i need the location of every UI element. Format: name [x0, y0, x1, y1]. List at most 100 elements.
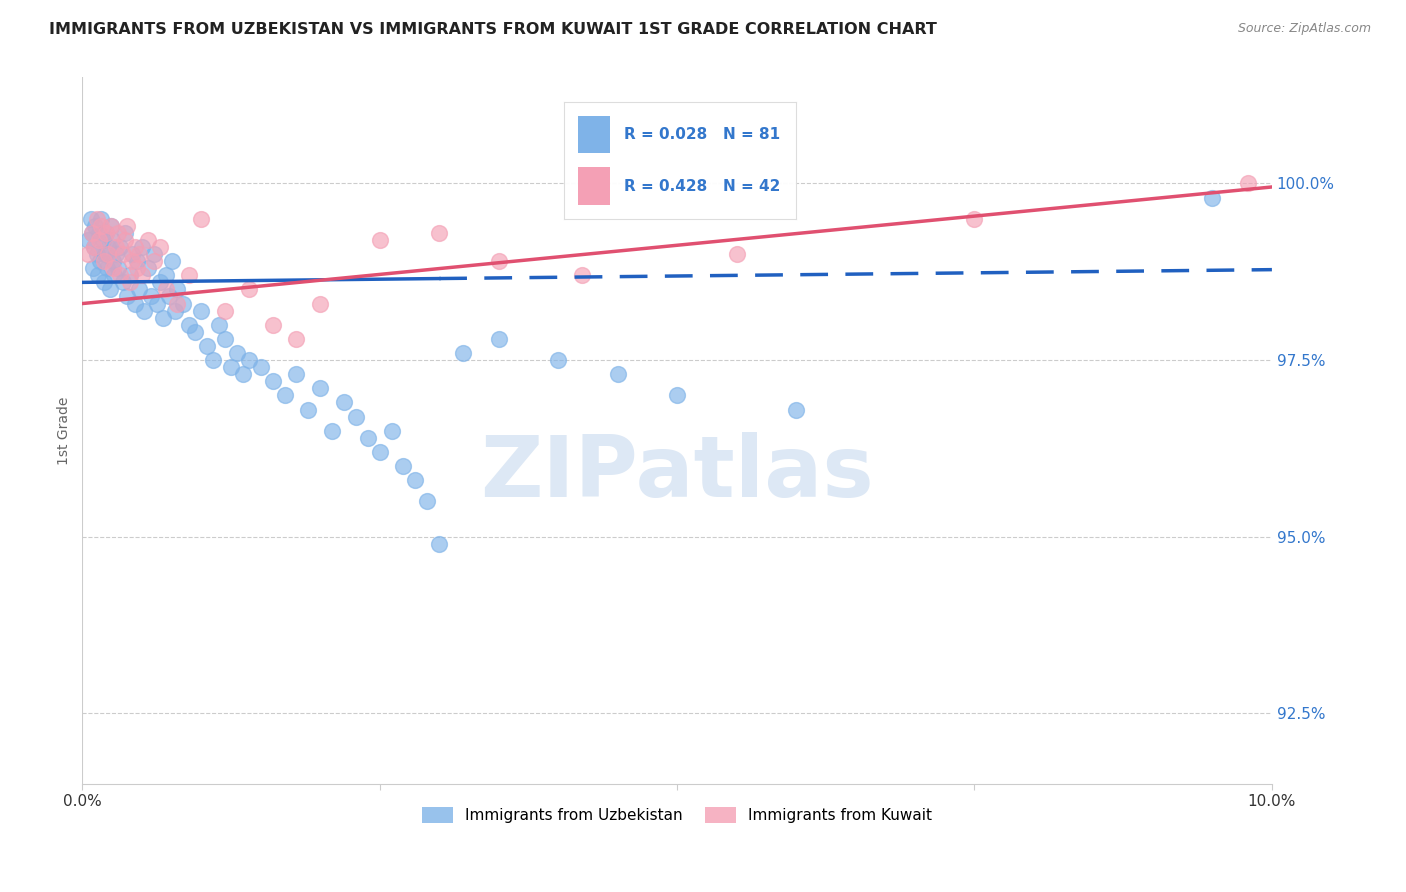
- Point: [83, 240, 105, 254]
- Point: [84, 219, 107, 233]
- Point: [214, 332, 236, 346]
- Point: [166, 282, 188, 296]
- Point: [89, 254, 111, 268]
- Point: [97, 247, 120, 261]
- Point: [91, 233, 114, 247]
- Point: [128, 247, 150, 261]
- Point: [309, 296, 332, 310]
- Point: [121, 254, 143, 268]
- Point: [160, 254, 183, 268]
- Point: [262, 318, 284, 332]
- Point: [103, 268, 125, 283]
- Point: [100, 219, 122, 233]
- Point: [83, 240, 105, 254]
- Point: [100, 219, 122, 233]
- Point: [107, 226, 129, 240]
- Point: [1201, 190, 1223, 204]
- Point: [149, 240, 172, 254]
- Text: Source: ZipAtlas.com: Source: ZipAtlas.com: [1237, 22, 1371, 36]
- Point: [157, 289, 180, 303]
- Point: [110, 240, 132, 254]
- Point: [202, 353, 225, 368]
- Point: [368, 445, 391, 459]
- Point: [1237, 177, 1260, 191]
- Point: [297, 402, 319, 417]
- Point: [451, 346, 474, 360]
- Point: [179, 318, 201, 332]
- Point: [179, 268, 201, 283]
- Point: [86, 247, 108, 261]
- Point: [86, 211, 108, 226]
- Legend: Immigrants from Uzbekistan, Immigrants from Kuwait: Immigrants from Uzbekistan, Immigrants f…: [416, 801, 938, 830]
- Text: ZIPatlas: ZIPatlas: [481, 432, 875, 515]
- Point: [262, 374, 284, 388]
- Point: [142, 254, 165, 268]
- Point: [214, 303, 236, 318]
- Point: [125, 254, 148, 268]
- Point: [136, 261, 159, 276]
- Point: [666, 388, 689, 402]
- Point: [80, 226, 103, 240]
- Point: [368, 233, 391, 247]
- Point: [80, 226, 103, 240]
- Point: [155, 282, 177, 296]
- Point: [94, 226, 117, 240]
- Point: [547, 353, 569, 368]
- Point: [98, 282, 121, 296]
- Point: [166, 296, 188, 310]
- Point: [97, 240, 120, 254]
- Point: [404, 473, 426, 487]
- Point: [219, 360, 242, 375]
- Point: [131, 240, 153, 254]
- Point: [128, 282, 150, 296]
- Point: [121, 247, 143, 261]
- Point: [190, 211, 212, 226]
- Point: [124, 240, 146, 254]
- Point: [118, 276, 141, 290]
- Point: [238, 353, 260, 368]
- Point: [190, 303, 212, 318]
- Point: [785, 402, 807, 417]
- Point: [104, 240, 127, 254]
- Point: [344, 409, 367, 424]
- Point: [152, 310, 174, 325]
- Point: [110, 268, 132, 283]
- Point: [104, 247, 127, 261]
- Point: [142, 247, 165, 261]
- Point: [357, 431, 380, 445]
- Point: [111, 247, 134, 261]
- Point: [87, 268, 110, 283]
- Point: [285, 368, 308, 382]
- Point: [149, 276, 172, 290]
- Point: [141, 289, 163, 303]
- Point: [94, 226, 117, 240]
- Point: [107, 261, 129, 276]
- Point: [124, 296, 146, 310]
- Point: [134, 303, 156, 318]
- Point: [90, 219, 112, 233]
- Point: [195, 339, 218, 353]
- Point: [136, 233, 159, 247]
- Point: [77, 233, 100, 247]
- Point: [172, 296, 194, 310]
- Point: [392, 459, 415, 474]
- Point: [90, 211, 112, 226]
- Point: [146, 296, 169, 310]
- Point: [416, 494, 439, 508]
- Point: [155, 268, 177, 283]
- Point: [488, 332, 510, 346]
- Point: [94, 247, 117, 261]
- Point: [77, 247, 100, 261]
- Point: [87, 226, 110, 240]
- Point: [117, 219, 139, 233]
- Point: [208, 318, 231, 332]
- Point: [488, 254, 510, 268]
- Point: [111, 276, 134, 290]
- Point: [427, 226, 450, 240]
- Point: [165, 303, 187, 318]
- Point: [125, 261, 148, 276]
- Point: [963, 211, 986, 226]
- Point: [427, 537, 450, 551]
- Point: [93, 254, 115, 268]
- Point: [93, 276, 115, 290]
